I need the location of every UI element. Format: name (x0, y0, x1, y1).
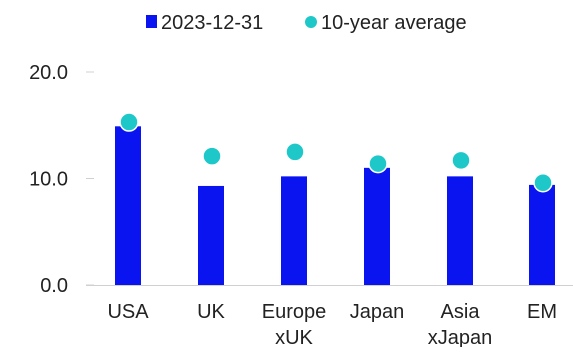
bar (529, 184, 555, 285)
legend: 2023-12-31 10-year average (146, 12, 467, 34)
x-tick-label: EM (527, 301, 557, 323)
x-tick-label: UK (197, 301, 225, 323)
legend-label: 2023-12-31 (161, 12, 263, 34)
x-tick-label: USA (107, 301, 149, 323)
x-axis: USA UK Europe xUK Japan Asia xJapan EM (86, 285, 573, 349)
legend-swatch-bar (146, 15, 157, 28)
average-dot (285, 142, 305, 162)
average-dot (119, 112, 139, 132)
x-tick-label-line: UK (197, 301, 225, 323)
x-tick-label-line: EM (527, 301, 557, 323)
bar (198, 185, 224, 285)
x-tick-label-line: USA (107, 301, 149, 323)
y-axis: 0.0 10.0 20.0 (29, 62, 94, 297)
legend-label: 10-year average (321, 12, 467, 34)
average-dot (368, 153, 388, 174)
y-tick-label: 20.0 (29, 62, 68, 84)
bar (447, 176, 473, 285)
average-dot (451, 150, 471, 171)
x-tick-label-line: Asia (441, 301, 481, 323)
bar (364, 167, 390, 285)
average-dot (533, 173, 553, 193)
x-tick-label-line: Japan (350, 301, 405, 323)
x-tick-label-line: xJapan (428, 327, 493, 347)
bar (281, 176, 307, 285)
x-tick-label-line: Europe (262, 301, 327, 323)
average-dot (202, 146, 222, 166)
x-tick-label: Japan (350, 301, 405, 323)
bar-series (115, 126, 555, 285)
x-tick-label-line: xUK (275, 327, 313, 347)
y-tick-label: 10.0 (29, 169, 68, 191)
x-tick-label: Europe xUK (262, 301, 327, 347)
y-tick-label: 0.0 (40, 275, 68, 297)
x-tick-label: Asia xJapan (428, 301, 493, 347)
legend-swatch-dot (305, 16, 317, 28)
average-dot-series (119, 112, 553, 193)
bar (115, 126, 141, 285)
